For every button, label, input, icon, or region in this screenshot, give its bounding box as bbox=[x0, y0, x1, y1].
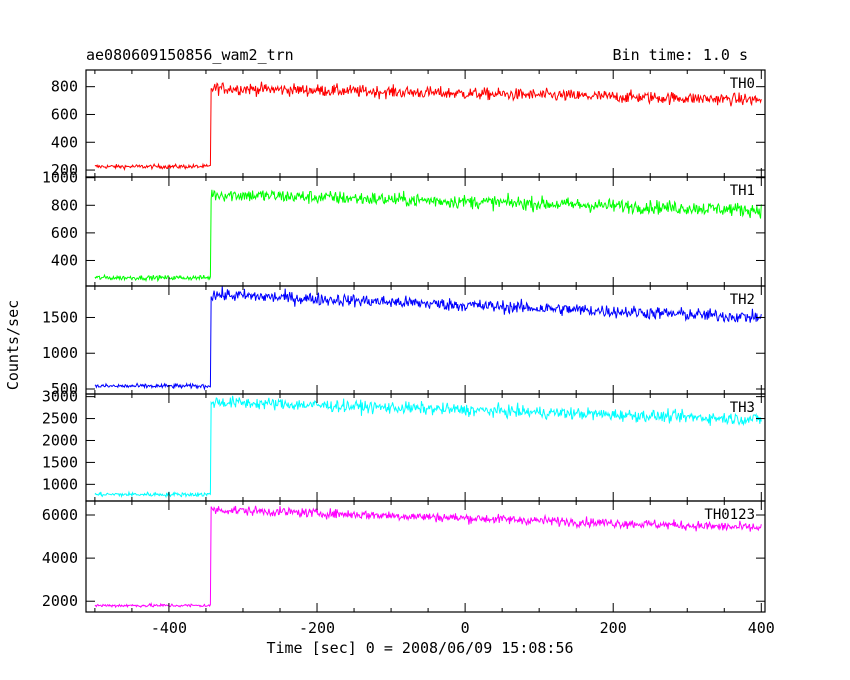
observation-title: ae080609150856_wam2_trn bbox=[86, 46, 294, 64]
x-axis-label: Time [sec] 0 = 2008/06/09 15:08:56 bbox=[266, 639, 573, 657]
panel-frame-th0 bbox=[85, 69, 766, 178]
series-line-th1 bbox=[94, 189, 762, 283]
y-tick-label: 800 bbox=[51, 78, 78, 96]
y-tick-label: 1500 bbox=[42, 308, 78, 326]
y-tick-label: 2000 bbox=[42, 592, 78, 610]
x-tick-label: 200 bbox=[600, 619, 627, 637]
y-tick-label: 2500 bbox=[42, 410, 78, 428]
y-tick-label: 2000 bbox=[42, 431, 78, 449]
series-line-th0123 bbox=[94, 505, 762, 609]
x-tick-label: 0 bbox=[461, 619, 470, 637]
y-tick-label: 400 bbox=[51, 251, 78, 269]
x-tick-label: -400 bbox=[151, 619, 187, 637]
y-tick-label: 4000 bbox=[42, 549, 78, 567]
panel-frame-th3 bbox=[85, 393, 766, 502]
y-tick-label: 3000 bbox=[42, 388, 78, 406]
y-tick-label: 600 bbox=[51, 105, 78, 123]
series-label-th0123: TH0123 bbox=[704, 507, 755, 523]
series-label-th1: TH1 bbox=[730, 183, 755, 199]
panel-frame-th1 bbox=[85, 176, 766, 287]
y-tick-label: 400 bbox=[51, 133, 78, 151]
y-tick-label: 1000 bbox=[42, 169, 78, 187]
panel-frame-th0123 bbox=[85, 500, 766, 613]
panels: 200 400 600 800 TH0 400 600 800 1000 TH1 500 1000 15… bbox=[42, 69, 775, 637]
series-label-th2: TH2 bbox=[730, 292, 755, 308]
y-tick-label: 1000 bbox=[42, 344, 78, 362]
panel-frame-th2 bbox=[85, 285, 766, 395]
series-line-th2 bbox=[94, 286, 762, 391]
y-tick-label: 200 bbox=[51, 161, 78, 179]
y-tick-label: 1000 bbox=[42, 475, 78, 493]
series-line-th3 bbox=[94, 395, 762, 499]
y-tick-label: 500 bbox=[51, 380, 78, 398]
y-tick-label: 6000 bbox=[42, 506, 78, 524]
y-axis-label: Counts/sec bbox=[4, 300, 22, 390]
y-tick-label: 800 bbox=[51, 196, 78, 214]
bin-time-label: Bin time: 1.0 s bbox=[613, 46, 748, 64]
series-label-th3: TH3 bbox=[730, 400, 755, 416]
x-tick-label: 400 bbox=[748, 619, 775, 637]
series-label-th0: TH0 bbox=[730, 76, 755, 92]
y-tick-label: 1500 bbox=[42, 453, 78, 471]
series-line-th0 bbox=[94, 81, 762, 171]
x-tick-label: -200 bbox=[299, 619, 335, 637]
y-tick-label: 600 bbox=[51, 224, 78, 242]
